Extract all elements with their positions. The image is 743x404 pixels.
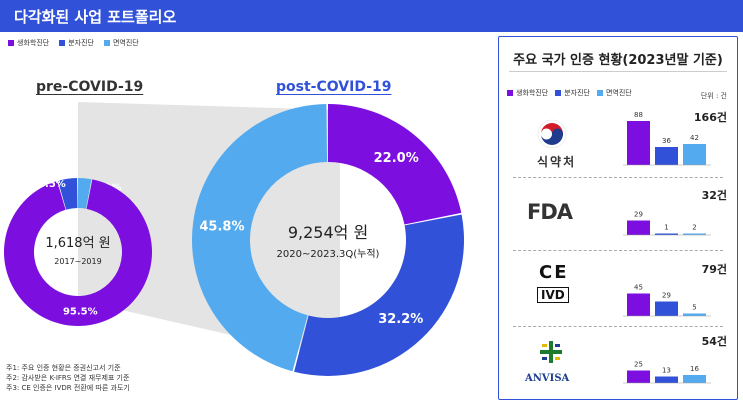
bar-3-0 (627, 370, 650, 383)
bar-3-2 (683, 375, 706, 383)
bar-2-2 (683, 313, 706, 316)
bar-2-1 (655, 301, 678, 316)
bar-value-label: 88 (634, 111, 643, 119)
group-total-label: 54건 (702, 334, 727, 348)
bar-2-0 (627, 293, 650, 316)
bar-value-label: 5 (692, 304, 696, 312)
bar-0-1 (655, 147, 678, 165)
slice-label-2: 45.8% (199, 219, 244, 234)
row-separator (513, 250, 723, 251)
anvisa-label: ANVISA (525, 373, 570, 384)
donut-slice-2 (191, 104, 328, 372)
pre-covid-heading: pre-COVID-19 (36, 79, 144, 95)
footnote: 주1: 주요 인증 현황은 증권신고서 기준 (6, 364, 121, 372)
donut-slice-0 (4, 179, 153, 327)
pre-center-value: 1,618억 원 (45, 236, 110, 251)
bar-1-1 (655, 233, 678, 235)
bar-value-label: 29 (634, 211, 643, 219)
footnote: 주3: CE 인증은 IVDR 전환에 따른 과도기 (6, 384, 130, 392)
legend-item-molecular: 분자진단 (555, 88, 590, 98)
bar-value-label: 25 (634, 361, 643, 369)
legend-item-immuno: 면역진단 (103, 38, 139, 48)
footnote: 주2: 감사받은 K-IFRS 연결 재무제표 기준 (6, 374, 130, 382)
page-title: 다각화된 사업 포트폴리오 (14, 8, 177, 26)
group-total-label: 166건 (694, 110, 727, 124)
bar-value-label: 42 (690, 134, 699, 142)
donut-charts: 3.2%95.5%4.5% 22.0%32.2%45.8% 1,618억 원 2… (4, 102, 464, 376)
bar-value-label: 36 (662, 137, 671, 145)
panel-legend: 생화학진단 분자진단 면역진단 (507, 88, 632, 98)
row-separator (513, 177, 723, 178)
post-center-value: 9,254억 원 (288, 223, 368, 242)
fda-logo: FDA (527, 200, 573, 224)
donut-slice-0 (328, 104, 462, 225)
legend-item-biochem: 생화학진단 (8, 38, 49, 48)
donut-slice-1 (57, 178, 78, 210)
slice-label-0: 95.5% (63, 306, 98, 317)
legend-item-immuno: 면역진단 (596, 88, 632, 98)
ivd-logo: IVD (537, 287, 569, 303)
legend-item-molecular: 분자진단 (59, 38, 94, 48)
bar-value-label: 45 (634, 284, 643, 292)
donut-slice-1 (294, 214, 464, 376)
bar-value-label: 1 (664, 224, 668, 232)
pre-center-period: 2017~2019 (54, 257, 101, 266)
bar-1-2 (683, 233, 706, 235)
certification-panel: 주요 국가 인증 현황(2023년말 기준) 생화학진단 분자진단 면역진단 단… (498, 36, 738, 400)
slice-label-1: 32.2% (378, 312, 423, 327)
pre-covid-donut: 3.2%95.5%4.5% (4, 178, 153, 327)
bar-0-2 (683, 144, 706, 165)
bar-1-0 (627, 220, 650, 235)
post-covid-heading: post-COVID-19 (276, 79, 392, 95)
group-total-label: 79건 (702, 262, 727, 276)
donut-slice-2 (78, 178, 92, 209)
bar-value-label: 29 (662, 292, 671, 300)
post-covid-donut: 22.0% 32.2% 45.8% (191, 104, 464, 376)
header-bar: 다각화된 사업 포트폴리오 (0, 0, 743, 32)
mfds-logo-icon (537, 119, 567, 149)
ce-logo: CE (539, 262, 569, 283)
row-separator (513, 326, 723, 327)
bar-3-1 (655, 376, 678, 383)
bar-value-label: 13 (662, 367, 671, 375)
panel-title: 주요 국가 인증 현황(2023년말 기준) (513, 53, 723, 68)
top-legend: 생화학진단 분자진단 면역진단 (8, 38, 139, 48)
group-total-label: 32건 (702, 188, 727, 202)
unit-label: 단위 : 건 (700, 92, 727, 100)
bar-value-label: 2 (692, 224, 696, 232)
post-center-period: 2020~2023.3Q(누적) (277, 248, 380, 260)
slice-label-0: 22.0% (374, 151, 419, 166)
certification-bar-chart: 88 36 42 166건 29 1 2 32건 45 29 5 79건 25 13 16 54건 (623, 110, 727, 384)
bar-0-0 (627, 121, 650, 165)
anvisa-logo-icon (540, 341, 562, 363)
legend-item-biochem: 생화학진단 (507, 88, 548, 98)
bar-value-label: 16 (690, 365, 699, 373)
panel-divider (509, 71, 727, 72)
footnotes: 주1: 주요 인증 현황은 증권신고서 기준 주2: 감사받은 K-IFRS 연… (6, 363, 130, 393)
mfds-label: 식약처 (537, 155, 577, 169)
slice-label-1: 4.5% (38, 179, 66, 190)
